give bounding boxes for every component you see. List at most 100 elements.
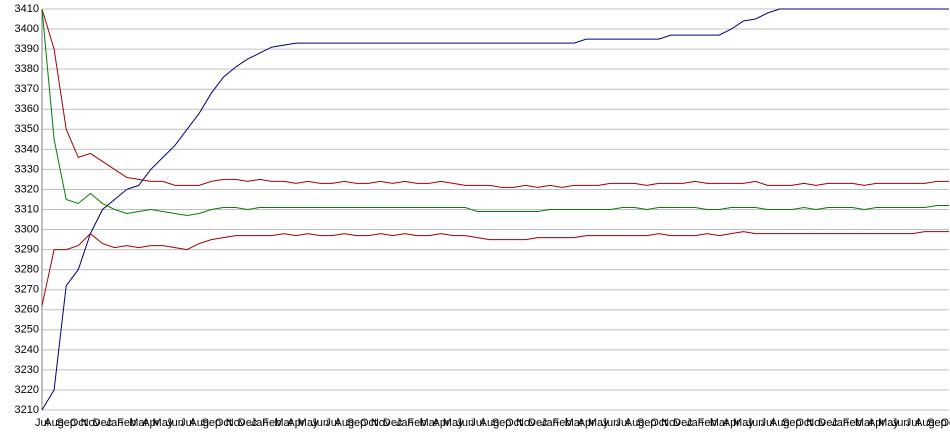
x-tick-label: Sep bbox=[927, 417, 947, 429]
x-tick-label: Nov bbox=[226, 417, 246, 429]
x-tick-label: Jul bbox=[470, 417, 484, 429]
y-tick-label: 3220 bbox=[15, 384, 39, 396]
x-tick-label: Apr bbox=[868, 417, 885, 429]
x-tick-label: Jan bbox=[251, 417, 269, 429]
x-tick-label: Aug bbox=[915, 417, 935, 429]
x-tick-label: May bbox=[588, 417, 609, 429]
x-tick-label: Apr bbox=[142, 417, 159, 429]
x-tick-label: Jan bbox=[686, 417, 704, 429]
x-tick-label: Jan bbox=[106, 417, 124, 429]
x-tick-label: Sep bbox=[347, 417, 367, 429]
x-tick-label: Sep bbox=[56, 417, 76, 429]
y-tick-label: 3320 bbox=[15, 183, 39, 195]
x-tick-label: Oct bbox=[505, 417, 522, 429]
x-tick-label: Oct bbox=[940, 417, 950, 429]
x-tick-label: Jun bbox=[602, 417, 620, 429]
x-tick-label: May bbox=[298, 417, 319, 429]
x-tick-label: Dec bbox=[238, 417, 258, 429]
x-tick-label: Feb bbox=[553, 417, 572, 429]
y-tick-label: 3340 bbox=[15, 143, 39, 155]
x-tick-label: Jan bbox=[396, 417, 414, 429]
x-tick-label: Dec bbox=[818, 417, 838, 429]
x-tick-label: Aug bbox=[770, 417, 790, 429]
x-tick-label: Aug bbox=[189, 417, 209, 429]
x-tick-label: Aug bbox=[44, 417, 64, 429]
x-tick-label: May bbox=[878, 417, 899, 429]
y-tick-label: 3260 bbox=[15, 304, 39, 316]
x-tick-label: Aug bbox=[480, 417, 500, 429]
y-tick-label: 3300 bbox=[15, 223, 39, 235]
y-tick-label: 3310 bbox=[15, 203, 39, 215]
x-tick-label: Nov bbox=[806, 417, 826, 429]
x-tick-label: Apr bbox=[287, 417, 304, 429]
series-line bbox=[41, 8, 949, 188]
x-tick-label: Mar bbox=[565, 417, 584, 429]
x-tick-label: Nov bbox=[371, 417, 391, 429]
y-tick-label: 3250 bbox=[15, 324, 39, 336]
x-tick-label: Aug bbox=[625, 417, 645, 429]
x-tick-label: Jul bbox=[35, 417, 49, 429]
x-tick-label: Mar bbox=[129, 417, 148, 429]
x-tick-label: Mar bbox=[274, 417, 293, 429]
x-tick-label: Mar bbox=[420, 417, 439, 429]
x-tick-label: Jun bbox=[747, 417, 765, 429]
x-tick-label: Oct bbox=[70, 417, 87, 429]
y-tick-label: 3210 bbox=[15, 404, 39, 416]
x-tick-label: Feb bbox=[262, 417, 281, 429]
x-tick-label: Jun bbox=[311, 417, 329, 429]
x-tick-label: Mar bbox=[710, 417, 729, 429]
y-tick-label: 3360 bbox=[15, 103, 39, 115]
x-tick-label: Aug bbox=[335, 417, 355, 429]
x-tick-label: Feb bbox=[117, 417, 136, 429]
y-tick-label: 3270 bbox=[15, 284, 39, 296]
y-tick-label: 3390 bbox=[15, 43, 39, 55]
x-tick-label: Jul bbox=[615, 417, 629, 429]
y-tick-label: 3230 bbox=[15, 364, 39, 376]
x-tick-label: Jul bbox=[906, 417, 920, 429]
x-tick-label: Nov bbox=[661, 417, 681, 429]
x-tick-label: Oct bbox=[215, 417, 232, 429]
x-tick-label: Apr bbox=[723, 417, 740, 429]
series-line bbox=[41, 8, 949, 217]
y-tick-label: 3290 bbox=[15, 244, 39, 256]
x-tick-label: Feb bbox=[843, 417, 862, 429]
x-tick-label: May bbox=[443, 417, 464, 429]
y-tick-label: 3380 bbox=[15, 63, 39, 75]
y-tick-label: 3330 bbox=[15, 163, 39, 175]
x-tick-label: May bbox=[153, 417, 174, 429]
x-tick-label: Jun bbox=[892, 417, 910, 429]
x-tick-label: Dec bbox=[528, 417, 548, 429]
x-tick-label: Jul bbox=[761, 417, 775, 429]
x-tick-label: Feb bbox=[407, 417, 426, 429]
x-tick-label: Apr bbox=[578, 417, 595, 429]
x-tick-label: Jan bbox=[541, 417, 559, 429]
x-tick-label: May bbox=[733, 417, 754, 429]
x-tick-label: Sep bbox=[492, 417, 512, 429]
y-tick-label: 3240 bbox=[15, 344, 39, 356]
x-tick-label: Oct bbox=[650, 417, 667, 429]
x-tick-label: Jun bbox=[166, 417, 184, 429]
x-tick-label: Sep bbox=[637, 417, 657, 429]
x-tick-label: Oct bbox=[360, 417, 377, 429]
x-tick-label: Jun bbox=[456, 417, 474, 429]
x-tick-label: Mar bbox=[855, 417, 874, 429]
y-tick-label: 3280 bbox=[15, 264, 39, 276]
x-tick-label: Sep bbox=[202, 417, 222, 429]
x-tick-label: Jul bbox=[325, 417, 339, 429]
x-tick-label: Jul bbox=[180, 417, 194, 429]
series-line bbox=[41, 231, 949, 306]
series-line bbox=[41, 8, 949, 411]
x-tick-label: Sep bbox=[782, 417, 802, 429]
x-tick-label: Dec bbox=[93, 417, 113, 429]
y-tick-label: 3410 bbox=[15, 3, 39, 15]
x-tick-label: Dec bbox=[383, 417, 403, 429]
x-tick-label: Oct bbox=[795, 417, 812, 429]
y-tick-label: 3400 bbox=[15, 23, 39, 35]
y-tick-label: 3370 bbox=[15, 83, 39, 95]
x-tick-label: Nov bbox=[81, 417, 101, 429]
x-tick-label: Jan bbox=[831, 417, 849, 429]
x-tick-label: Feb bbox=[698, 417, 717, 429]
x-tick-label: Dec bbox=[673, 417, 693, 429]
x-tick-label: Apr bbox=[433, 417, 450, 429]
